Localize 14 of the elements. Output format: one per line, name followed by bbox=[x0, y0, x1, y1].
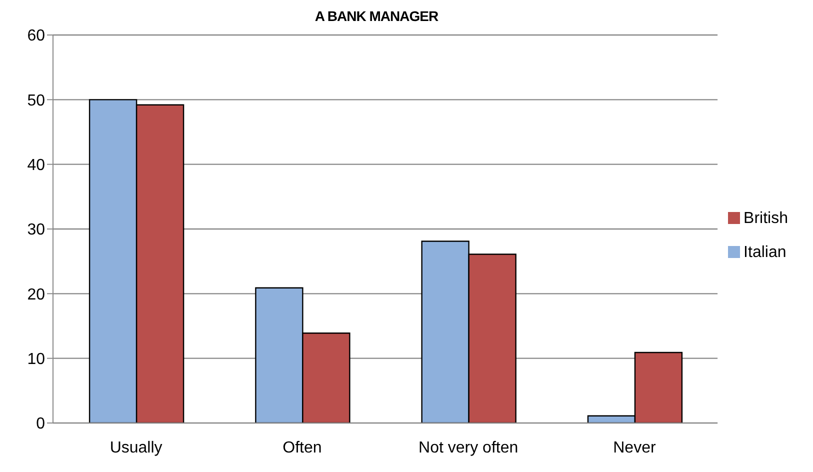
y-tick-label: 20 bbox=[27, 286, 46, 304]
y-tick-label: 0 bbox=[36, 416, 46, 433]
x-tick-label: Usually bbox=[110, 439, 162, 456]
legend-label: British bbox=[744, 210, 788, 226]
y-tick-label: 40 bbox=[27, 157, 46, 174]
y-tick-label: 60 bbox=[27, 28, 46, 45]
x-tick-label: Often bbox=[282, 439, 322, 456]
y-tick-label: 50 bbox=[27, 92, 46, 110]
x-tick-label: Never bbox=[613, 439, 656, 456]
y-tick-label: 30 bbox=[27, 222, 46, 239]
y-tick-label: 10 bbox=[27, 351, 46, 368]
legend-label: Italian bbox=[744, 244, 786, 260]
x-tick-label: Not very often bbox=[418, 439, 518, 456]
chart-title: A BANK MANAGER bbox=[314, 8, 440, 24]
